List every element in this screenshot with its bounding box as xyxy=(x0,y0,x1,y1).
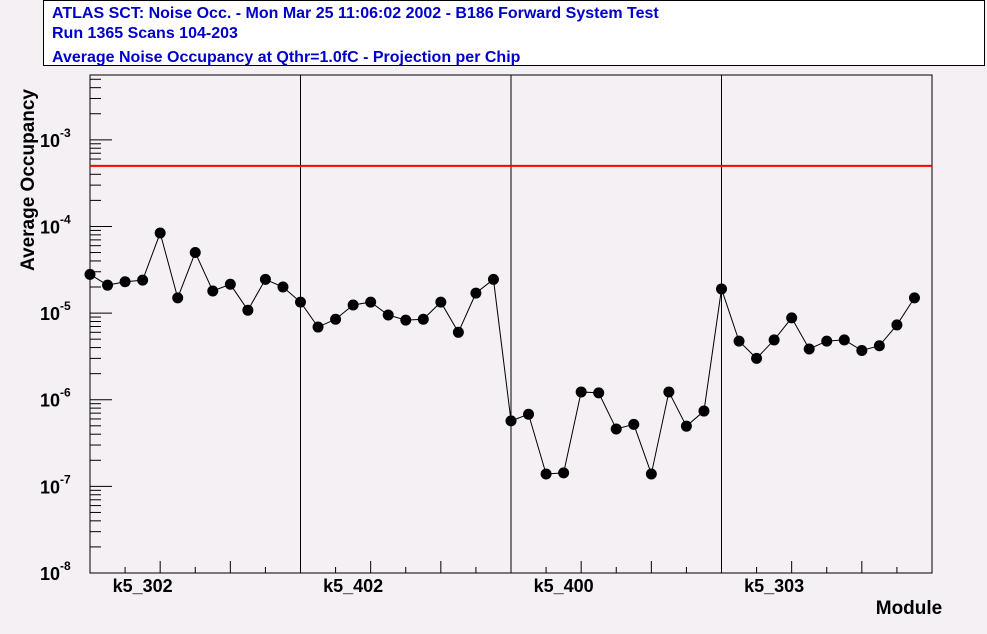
y-tick-label: 10-8 xyxy=(40,559,71,584)
data-point xyxy=(821,335,833,347)
y-tick-exponent: -3 xyxy=(60,126,71,140)
data-point xyxy=(347,299,359,311)
y-tick-label: 10-6 xyxy=(40,386,71,411)
data-point xyxy=(768,334,780,346)
data-point xyxy=(277,281,289,293)
data-point xyxy=(312,321,324,333)
data-point xyxy=(716,283,727,295)
y-tick-base: 10 xyxy=(40,391,60,411)
data-point xyxy=(680,420,692,432)
y-tick-label: 10-3 xyxy=(40,126,71,151)
y-tick-base: 10 xyxy=(40,217,60,237)
y-tick-label: 10-4 xyxy=(40,212,71,237)
chart-title: Run 1365 Scans 104-203 xyxy=(52,25,238,42)
y-tick-label: 10-7 xyxy=(40,472,71,497)
data-point xyxy=(663,386,675,398)
y-tick-exponent: -4 xyxy=(60,212,71,226)
data-point xyxy=(189,247,201,259)
x-tick-label: k5_402 xyxy=(323,576,383,596)
x-tick-label: k5_303 xyxy=(744,576,804,596)
data-point xyxy=(400,314,412,326)
data-point xyxy=(417,313,429,325)
data-point xyxy=(593,387,605,399)
y-tick-base: 10 xyxy=(40,131,60,151)
data-point xyxy=(523,408,535,420)
data-point xyxy=(365,296,377,308)
data-point xyxy=(786,312,798,324)
data-point xyxy=(207,285,219,297)
y-tick-label: 10-5 xyxy=(40,299,71,324)
y-tick-base: 10 xyxy=(40,304,60,324)
data-point xyxy=(698,405,710,417)
x-tick-label: k5_302 xyxy=(113,576,173,596)
y-tick-exponent: -8 xyxy=(60,559,71,573)
data-point xyxy=(382,309,394,321)
data-point xyxy=(856,345,868,357)
chart-title: ATLAS SCT: Noise Occ. - Mon Mar 25 11:06… xyxy=(52,5,659,22)
data-point xyxy=(540,468,552,480)
data-point xyxy=(452,326,464,338)
data-point xyxy=(803,343,815,355)
title-box xyxy=(43,0,985,66)
chart-title: Average Noise Occupancy at Qthr=1.0fC - … xyxy=(52,49,521,66)
data-point xyxy=(733,335,745,347)
data-point xyxy=(102,279,114,291)
data-point xyxy=(558,467,570,479)
data-point xyxy=(470,287,482,299)
data-point xyxy=(838,334,850,346)
y-tick-base: 10 xyxy=(40,564,60,584)
x-tick-label: k5_400 xyxy=(534,576,594,596)
y-tick-exponent: -6 xyxy=(60,386,71,400)
data-point xyxy=(242,304,254,316)
x-axis-title: Module xyxy=(876,598,943,619)
data-point xyxy=(505,415,517,427)
data-point xyxy=(172,292,184,304)
data-point xyxy=(84,268,96,280)
data-point xyxy=(610,423,622,435)
data-point xyxy=(908,292,920,304)
data-point xyxy=(154,227,166,239)
data-point xyxy=(873,340,885,352)
data-point xyxy=(119,276,131,288)
data-point xyxy=(575,386,587,398)
data-point xyxy=(891,319,903,331)
data-point xyxy=(330,313,342,325)
y-axis-title: Average Occupancy xyxy=(18,89,39,271)
data-point xyxy=(487,273,499,285)
data-point xyxy=(435,296,447,308)
data-point xyxy=(645,468,657,480)
data-point xyxy=(259,273,271,285)
y-tick-exponent: -5 xyxy=(60,299,71,313)
y-tick-base: 10 xyxy=(40,477,60,497)
data-point xyxy=(137,274,149,286)
y-tick-exponent: -7 xyxy=(60,472,71,486)
data-point xyxy=(295,296,306,308)
data-point xyxy=(224,278,236,290)
data-point xyxy=(751,352,763,364)
data-point xyxy=(628,418,640,430)
